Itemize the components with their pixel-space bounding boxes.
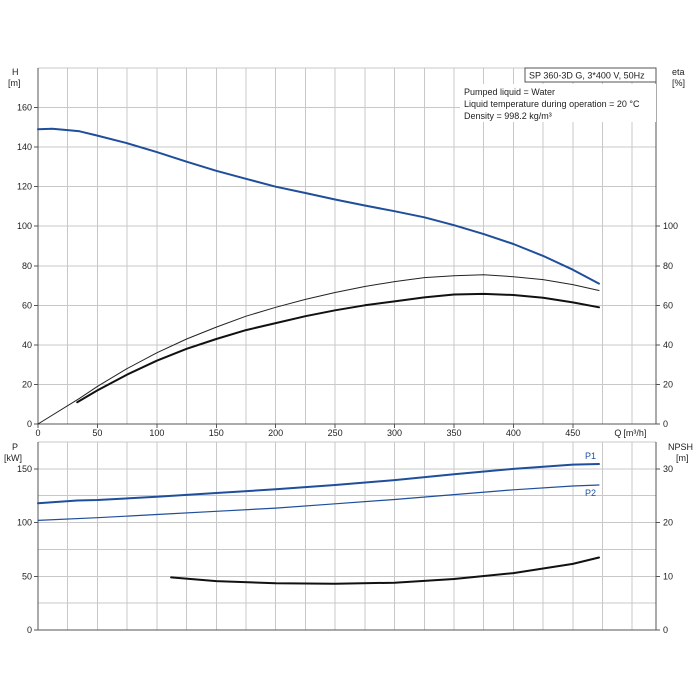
info-line: Pumped liquid = Water: [464, 87, 555, 97]
y-tick-label: 40: [22, 340, 32, 350]
x-tick-label: 350: [446, 428, 461, 438]
y2-tick-label: 80: [663, 261, 673, 271]
y2-tick-label: 0: [663, 419, 668, 429]
series-P1: [37, 463, 600, 505]
p-tick-label: 100: [17, 518, 32, 528]
x-tick-label: 450: [565, 428, 580, 438]
npsh-tick-label: 10: [663, 571, 673, 581]
series-eta-bold: [76, 292, 600, 404]
x-tick-label: 100: [149, 428, 164, 438]
series-label-P1: P1: [585, 451, 596, 461]
x-tick-label: 0: [35, 428, 40, 438]
y2-axis-label-unit: [%]: [672, 78, 685, 88]
y-tick-label: 140: [17, 142, 32, 152]
npsh-axis-label-unit: [m]: [676, 453, 689, 463]
x-tick-label: 150: [209, 428, 224, 438]
p-tick-label: 150: [17, 464, 32, 474]
series-label-P2: P2: [585, 488, 596, 498]
y2-tick-label: 100: [663, 221, 678, 231]
y-tick-label: 100: [17, 221, 32, 231]
series-NPSH: [170, 556, 600, 585]
x-tick-label: 400: [506, 428, 521, 438]
y-tick-label: 120: [17, 182, 32, 192]
y-tick-label: 60: [22, 300, 32, 310]
series-H: [37, 127, 600, 285]
info-line: Density = 998.2 kg/m³: [464, 111, 552, 121]
y2-tick-label: 60: [663, 300, 673, 310]
p-tick-label: 0: [27, 625, 32, 635]
y-tick-label: 160: [17, 103, 32, 113]
npsh-tick-label: 30: [663, 464, 673, 474]
x-axis-label-unit: [m³/h]: [623, 428, 646, 438]
npsh-axis-label-name: NPSH: [668, 442, 693, 452]
chart-title: SP 360-3D G, 3*400 V, 50Hz: [529, 71, 645, 81]
y-axis-label-name: H: [12, 67, 19, 77]
x-tick-label: 250: [328, 428, 343, 438]
y-tick-label: 20: [22, 379, 32, 389]
x-tick-label: 300: [387, 428, 402, 438]
p-axis-label-unit: [kW]: [4, 453, 22, 463]
series-eta-thin: [37, 274, 600, 425]
y2-tick-label: 20: [663, 379, 673, 389]
y-axis-label-unit: [m]: [8, 78, 21, 88]
info-box: [460, 84, 656, 122]
p-axis-label-name: P: [12, 442, 18, 452]
y-tick-label: 80: [22, 261, 32, 271]
x-tick-label: 200: [268, 428, 283, 438]
p-tick-label: 50: [22, 571, 32, 581]
title-box: [524, 67, 657, 83]
info-line: Liquid temperature during operation = 20…: [464, 99, 640, 109]
y-tick-label: 0: [27, 419, 32, 429]
y2-axis-label-name: eta: [672, 67, 685, 77]
x-axis-label-name: Q: [614, 428, 621, 438]
y2-tick-label: 40: [663, 340, 673, 350]
series-P2: [37, 484, 600, 521]
npsh-tick-label: 20: [663, 518, 673, 528]
npsh-tick-label: 0: [663, 625, 668, 635]
x-tick-label: 50: [92, 428, 102, 438]
